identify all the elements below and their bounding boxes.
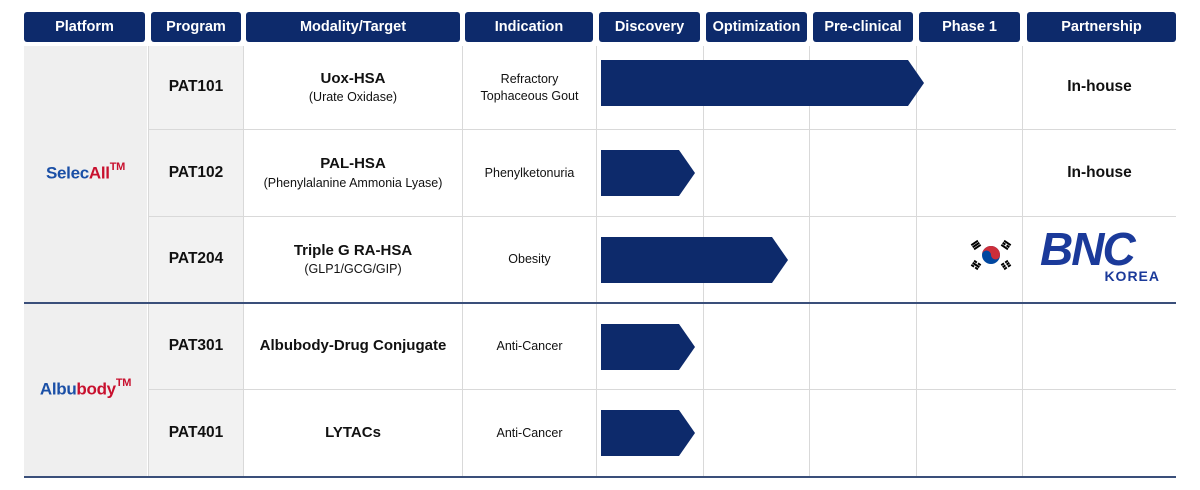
grid-vline [596, 46, 597, 476]
modality-cell: Uox-HSA (Urate Oxidase) [244, 46, 462, 129]
indication-cell: Anti-Cancer [463, 390, 596, 476]
indication-cell: Anti-Cancer [463, 304, 596, 389]
modality-name: PAL-HSA [320, 155, 386, 173]
header-platform: Platform [24, 12, 145, 42]
south-korea-flag-icon [966, 236, 1016, 274]
platform-divider [24, 302, 1176, 304]
platform-name-albubody: AlbubodyTM [39, 377, 132, 399]
modality-sub: (Phenylalanine Ammonia Lyase) [263, 175, 443, 190]
bnc-logo-subtext: KOREA [1104, 268, 1160, 284]
partnership-cell: In-house [1023, 46, 1176, 129]
header-preclinical: Pre-clinical [813, 12, 913, 42]
program-column-bg [149, 46, 243, 476]
indication-text: Refractory Tophaceous Gout [480, 71, 579, 103]
header-partnership: Partnership [1027, 12, 1176, 42]
program-name: PAT101 [168, 78, 224, 96]
table-bottom-border [24, 476, 1176, 478]
table-row: PAT401 [149, 390, 243, 476]
indication-text: Anti-Cancer [496, 339, 563, 354]
partnership-text: In-house [1067, 163, 1132, 181]
modality-cell: PAL-HSA (Phenylalanine Ammonia Lyase) [244, 130, 462, 216]
grid-vline [462, 46, 463, 476]
table-row: PAT301 [149, 304, 243, 389]
bnc-logo-text: BNC [1040, 223, 1136, 275]
header-phase1: Phase 1 [919, 12, 1020, 42]
header-indication: Indication [465, 12, 593, 42]
modality-cell: Triple G RA-HSA (GLP1/GCG/GIP) [244, 217, 462, 302]
grid-hline [148, 389, 1176, 390]
modality-cell: LYTACs [244, 390, 462, 476]
table-row: PAT102 [149, 130, 243, 216]
platform-cell-albubody: AlbubodyTM [24, 304, 147, 476]
program-name: PAT301 [168, 337, 224, 355]
program-name: PAT102 [168, 163, 224, 181]
grid-hline [148, 129, 1176, 130]
bnc-korea-logo: BNC KOREA [1040, 226, 1164, 284]
modality-name: LYTACs [325, 423, 381, 441]
partnership-cell: In-house [1023, 130, 1176, 216]
table-row: PAT204 [149, 217, 243, 302]
table-row: PAT101 [149, 46, 243, 129]
header-modality: Modality/Target [246, 12, 460, 42]
program-name: PAT204 [168, 250, 224, 268]
modality-sub: (GLP1/GCG/GIP) [304, 262, 402, 277]
grid-hline [148, 216, 1176, 217]
modality-name: Albubody-Drug Conjugate [259, 337, 447, 355]
header-program: Program [151, 12, 241, 42]
program-name: PAT401 [168, 423, 224, 441]
grid-vline [243, 46, 244, 476]
modality-sub: (Urate Oxidase) [308, 90, 398, 105]
header-optimization: Optimization [706, 12, 807, 42]
grid-vline [1022, 46, 1023, 476]
progress-bar [601, 150, 695, 196]
modality-name: Uox-HSA [320, 69, 386, 87]
modality-name: Triple G RA-HSA [293, 241, 413, 259]
progress-bar [601, 237, 788, 283]
header-discovery: Discovery [599, 12, 700, 42]
progress-bar [601, 324, 695, 370]
modality-cell: Albubody-Drug Conjugate [244, 304, 462, 389]
grid-vline [148, 46, 149, 476]
grid-vline [916, 46, 917, 476]
progress-bar [601, 60, 924, 106]
indication-text: Phenylketonuria [484, 165, 575, 180]
platform-name-selecall: SelecAllTM [45, 161, 126, 183]
platform-cell-selecall: SelecAllTM [24, 46, 147, 302]
indication-text: Anti-Cancer [496, 425, 563, 440]
partnership-text: In-house [1067, 78, 1132, 96]
grid-vline [809, 46, 810, 476]
indication-text: Obesity [508, 252, 551, 267]
progress-bar [601, 410, 695, 456]
indication-cell: Phenylketonuria [463, 130, 596, 216]
indication-cell: Obesity [463, 217, 596, 302]
indication-cell: Refractory Tophaceous Gout [463, 46, 596, 129]
